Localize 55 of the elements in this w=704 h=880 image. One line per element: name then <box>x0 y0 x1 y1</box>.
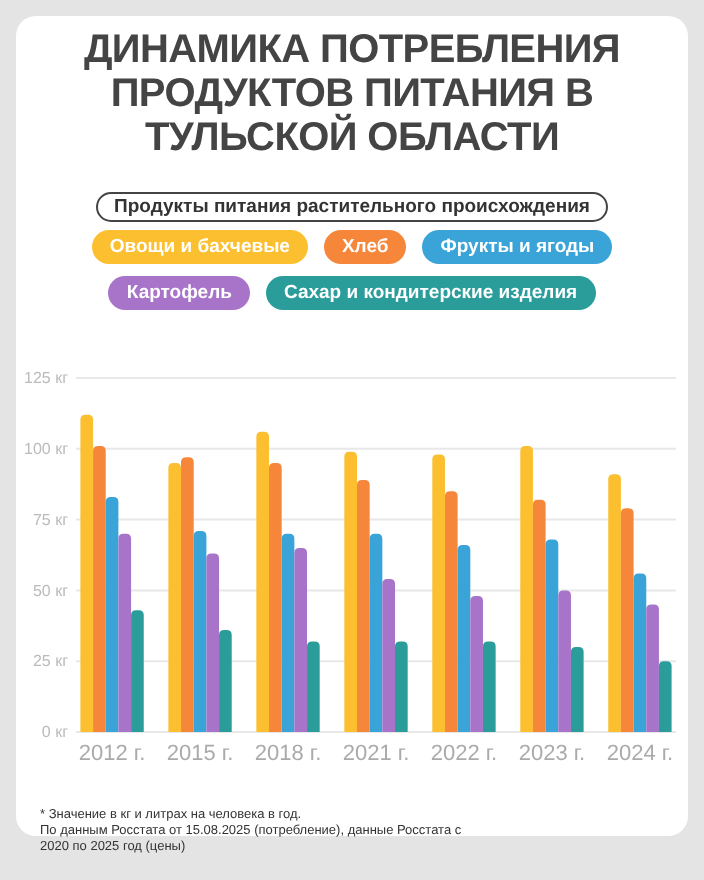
bar <box>382 579 395 732</box>
x-tick-label: 2023 г. <box>518 741 586 766</box>
bar <box>457 545 471 732</box>
x-tick-label: 2022 г. <box>430 741 498 766</box>
bar <box>570 647 584 732</box>
bar <box>470 596 483 732</box>
x-tick-label: 2021 г. <box>342 741 410 766</box>
bar <box>118 533 132 732</box>
bar <box>193 530 207 732</box>
bar <box>131 610 144 732</box>
bar <box>482 641 496 732</box>
x-tick-label: 2015 г. <box>166 741 234 766</box>
text: Картофель <box>108 276 250 310</box>
bar <box>344 451 357 732</box>
bar <box>369 533 383 732</box>
bar <box>608 474 621 732</box>
y-tick-label: 0 кг <box>41 723 69 742</box>
bar <box>168 462 182 732</box>
y-tick-label: 50 кг <box>32 581 69 600</box>
bar <box>219 630 232 732</box>
y-tick-label: 125 кг <box>24 369 69 388</box>
bar <box>256 431 270 732</box>
bar <box>532 499 546 732</box>
bar <box>269 462 282 732</box>
y-tick-label: 25 кг <box>32 652 69 671</box>
bar <box>558 590 571 732</box>
bar <box>520 445 533 732</box>
bar <box>105 496 119 732</box>
bar <box>395 641 408 732</box>
bar <box>281 533 295 732</box>
chart-subtitle: Продукты питания растительного происхождения <box>96 192 608 222</box>
bar <box>633 573 647 732</box>
text: Овощи и бахчевые <box>91 230 308 264</box>
bar <box>307 641 320 732</box>
y-tick-label: 75 кг <box>32 510 69 529</box>
bar <box>357 479 370 732</box>
bar <box>80 414 94 732</box>
text: Фрукты и ягоды <box>422 230 613 264</box>
bar <box>432 454 445 732</box>
text: Сахар и кондитерские изделия <box>265 276 596 310</box>
bar <box>93 445 106 732</box>
bar <box>444 491 458 732</box>
chart-title: ДИНАМИКА ПОТРЕБЛЕНИЯ ПРОДУКТОВ ПИТАНИЯ В ТУЛЬСКОЙ ОБЛАСТИ <box>81 28 623 160</box>
bar <box>206 553 220 732</box>
bar <box>294 547 308 732</box>
x-tick-label: 2012 г. <box>78 741 146 766</box>
bar <box>658 661 672 732</box>
y-tick-label: 100 кг <box>24 439 69 458</box>
bar <box>620 508 634 732</box>
bar <box>181 457 194 732</box>
bar <box>545 539 559 732</box>
x-tick-label: 2018 г. <box>254 741 322 766</box>
bar <box>646 604 659 732</box>
x-tick-label: 2024 г. <box>606 741 674 766</box>
text: Хлеб <box>323 230 407 264</box>
